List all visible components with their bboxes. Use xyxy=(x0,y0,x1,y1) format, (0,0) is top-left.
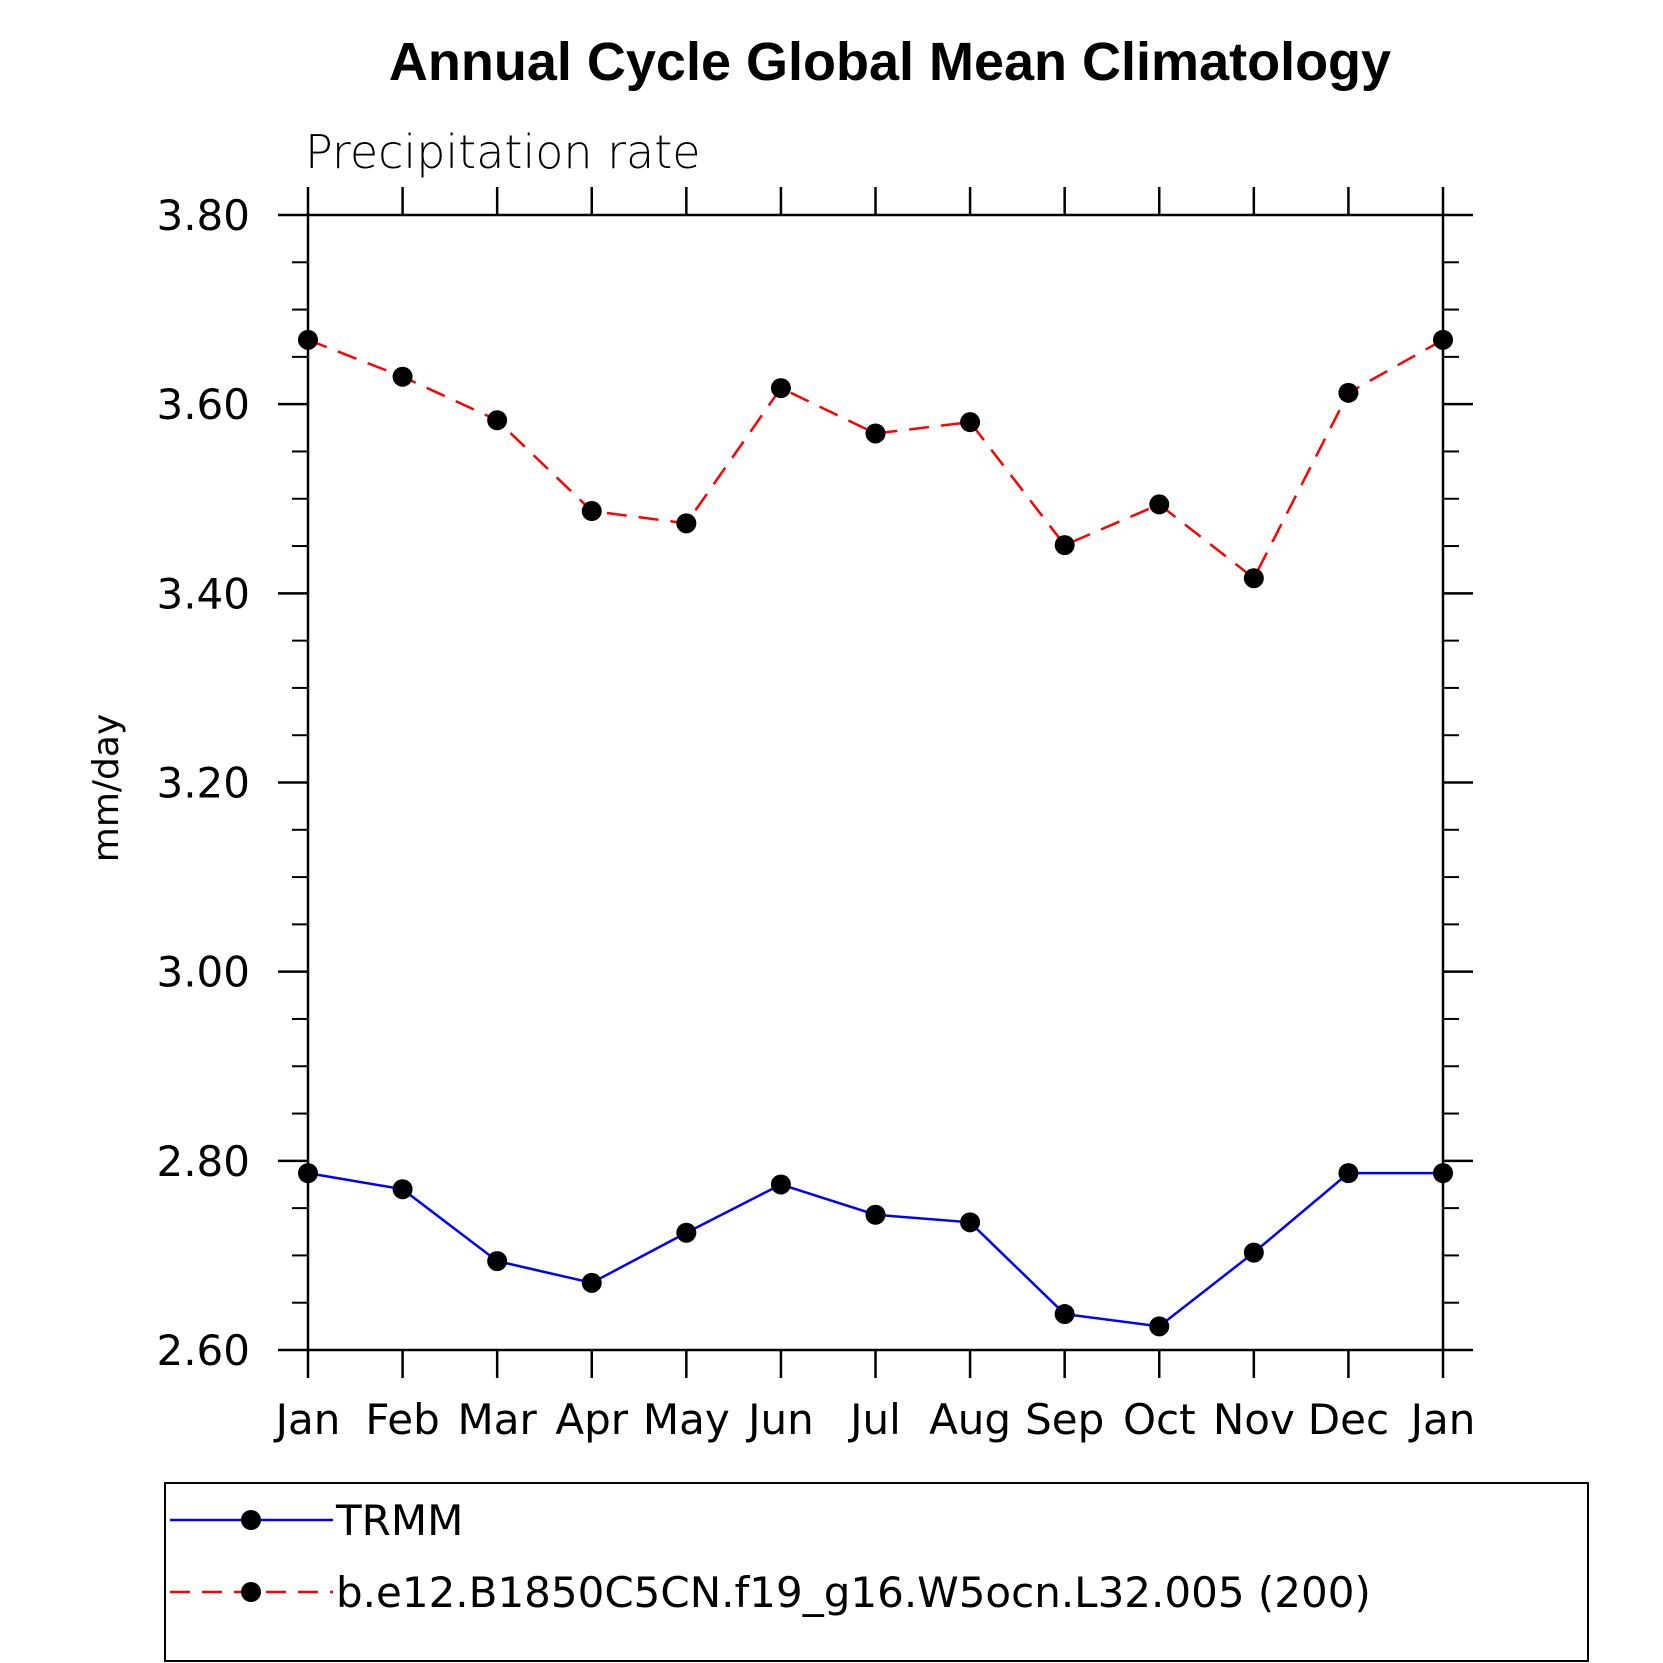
series-0-point xyxy=(1433,1163,1453,1184)
series-layer xyxy=(298,329,1453,1337)
series-0-point xyxy=(1054,1304,1075,1325)
series-1-point xyxy=(1243,568,1264,589)
series-0-point xyxy=(1338,1163,1359,1184)
series-1-point xyxy=(865,423,886,444)
y-tick-label: 3.20 xyxy=(156,759,250,808)
x-tick-label: Jan xyxy=(1408,1395,1476,1444)
y-axis-label: mm/day xyxy=(86,714,127,862)
series-1-point xyxy=(960,412,981,433)
legend-marker-trmm xyxy=(241,1510,261,1530)
x-tick-label: Feb xyxy=(365,1395,439,1444)
series-1-point xyxy=(392,366,413,387)
series-0-point xyxy=(770,1174,791,1195)
series-1-point xyxy=(1149,494,1170,515)
x-tick-label: Jan xyxy=(273,1395,341,1444)
y-tick-label: 3.40 xyxy=(156,569,250,618)
x-tick-label: Jul xyxy=(847,1395,901,1444)
series-0-point xyxy=(1149,1316,1170,1337)
series-1-point xyxy=(487,410,508,431)
series-1-point xyxy=(298,329,318,350)
x-tick-label: Apr xyxy=(555,1395,628,1444)
series-1-point xyxy=(581,501,602,522)
legend-marker-model xyxy=(241,1582,261,1602)
series-0-point xyxy=(1243,1242,1264,1263)
chart-title: Annual Cycle Global Mean Climatology xyxy=(389,32,1391,92)
series-1-point xyxy=(1338,382,1359,403)
series-1-point xyxy=(1054,535,1075,556)
legend-label-model: b.e12.B1850C5CN.f19_g16.W5ocn.L32.005 (2… xyxy=(336,1568,1371,1617)
series-line-0 xyxy=(307,1171,1443,1328)
x-tick-label: Aug xyxy=(929,1395,1011,1444)
y-tick-label: 3.80 xyxy=(156,191,250,240)
axes: Jan Feb Mar Apr May Jun Jul Aug Sep Oct Nov Dec Jan 2… xyxy=(156,187,1475,1444)
legend: TRMM b.e12.B1850C5CN.f19_g16.W5ocn.L32.0… xyxy=(164,1482,1589,1662)
x-tick-label: Nov xyxy=(1213,1395,1295,1444)
plot-frame xyxy=(306,213,1445,1352)
series-0-point xyxy=(960,1212,981,1233)
chart-subtitle: Precipitation rate xyxy=(305,125,701,179)
series-1-point xyxy=(1433,329,1453,350)
series-0-point xyxy=(581,1272,602,1293)
series-1-point xyxy=(676,513,697,534)
x-tick-label: May xyxy=(643,1395,730,1444)
series-line-1 xyxy=(307,338,1444,581)
y-tick-label: 2.60 xyxy=(156,1326,250,1375)
y-tick-label: 2.80 xyxy=(156,1137,250,1186)
y-tick-label: 3.60 xyxy=(156,380,250,429)
y-tick-label: 3.00 xyxy=(156,948,250,997)
legend-box xyxy=(164,1482,1589,1662)
series-1-point xyxy=(770,378,791,399)
series-0-point xyxy=(487,1251,508,1272)
x-tick-label: Sep xyxy=(1025,1395,1104,1444)
series-0-point xyxy=(298,1163,318,1184)
x-tick-label: Oct xyxy=(1123,1395,1196,1444)
x-tick-label: Mar xyxy=(458,1395,538,1444)
series-0-point xyxy=(392,1179,413,1200)
series-0-point xyxy=(676,1222,697,1243)
series-0-point xyxy=(865,1204,886,1225)
x-tick-label: Jun xyxy=(745,1395,814,1444)
x-tick-label: Dec xyxy=(1308,1395,1389,1444)
legend-label-trmm: TRMM xyxy=(335,1496,463,1545)
